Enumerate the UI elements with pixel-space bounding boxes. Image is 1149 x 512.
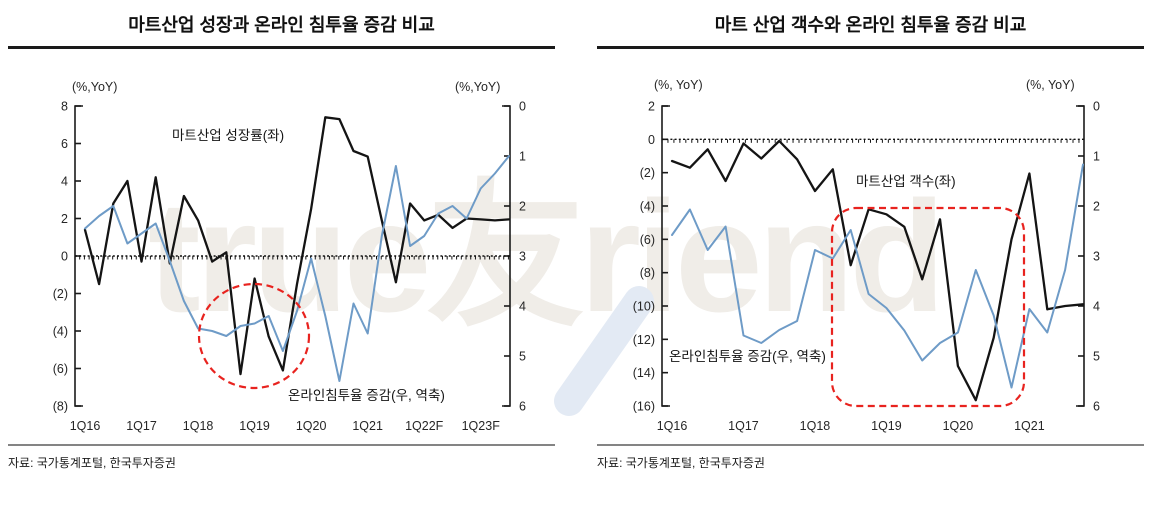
x-axis-label: 1Q17 (728, 419, 759, 433)
right-axis-tick-label: 3 (1093, 249, 1100, 263)
x-axis-label: 1Q22F (405, 419, 444, 433)
right-axis-tick-label: 1 (519, 149, 526, 163)
line-chart-mart-traffic-vs-online-penetration: 2 0 (2) (4) (6) (8) (10) (12) (14) (16) 0 1 2 3 4 5 6 1Q1… (597, 78, 1144, 446)
left-axis-tick-label: (2) (640, 166, 655, 180)
x-axis-label: 1Q19 (239, 419, 270, 433)
chart-panel-mart-growth: 마트산업 성장과 온라인 침투율 증감 비교 8 6 4 2 0 (2) (4) (6) (8)… (8, 2, 555, 471)
series-label: 마트산업 성장률(좌) (172, 128, 284, 143)
left-axis-tick-label: (8) (640, 266, 655, 280)
series-line-online-penetration (84, 154, 510, 382)
left-axis-tick-label: (16) (633, 399, 655, 413)
left-axis-tick-label: (8) (53, 399, 68, 413)
series-label: 온라인침투율 증감(우, 역축) (669, 349, 826, 364)
left-axis-tick-label: 0 (61, 249, 68, 263)
right-axis-tick-label: 2 (1093, 199, 1100, 213)
right-axis-tick-label: 3 (519, 249, 526, 263)
left-axis-tick-label: 2 (648, 99, 655, 113)
left-axis-tick-label: 4 (61, 174, 68, 188)
right-axis-tick-label: 4 (519, 299, 526, 313)
series-label: 온라인침투율 증감(우, 역축) (288, 388, 445, 403)
chart-title: 마트 산업 객수와 온라인 침투율 증감 비교 (714, 15, 1027, 35)
right-axis-unit: (%,YoY) (455, 80, 500, 94)
x-axis-label: 1Q23F (462, 419, 501, 433)
right-axis-tick-label: 1 (1093, 149, 1100, 163)
right-axis-tick-label: 5 (519, 349, 526, 363)
series-line-mart (670, 139, 1085, 401)
source-note: 자료: 국가통계포털, 한국투자증권 (8, 455, 176, 470)
x-axis-label: 1Q21 (1014, 419, 1045, 433)
right-axis-unit: (%, YoY) (1026, 78, 1075, 92)
right-axis-tick-label: 0 (519, 99, 526, 113)
left-axis-tick-label: 8 (61, 99, 68, 113)
left-axis-tick-label: (10) (633, 299, 655, 313)
right-axis-tick-label: 4 (1093, 299, 1100, 313)
series-line-online-penetration (671, 163, 1084, 388)
left-axis-tick-label: (14) (633, 366, 655, 380)
x-axis-label: 1Q18 (183, 419, 214, 433)
x-axis-label: 1Q17 (126, 419, 157, 433)
series-line-mart (83, 115, 511, 375)
chart-panel-mart-traffic: 마트 산업 객수와 온라인 침투율 증감 비교 2 0 (2) (4) (6) (8) (1… (597, 2, 1144, 471)
highlight-rect (830, 206, 1026, 407)
right-axis-tick-label: 2 (519, 199, 526, 213)
left-axis-tick-label: (4) (53, 324, 68, 338)
title-underline (8, 46, 555, 49)
x-axis-label: 1Q16 (70, 419, 101, 433)
x-axis-label: 1Q20 (943, 419, 974, 433)
series-label: 마트산업 객수(좌) (856, 174, 956, 189)
left-axis-tick-label: 6 (61, 137, 68, 151)
right-axis-tick-label: 6 (1093, 399, 1100, 413)
left-axis-tick-label: (4) (640, 199, 655, 213)
x-axis-label: 1Q19 (871, 419, 902, 433)
left-axis-tick-label: 2 (61, 212, 68, 226)
left-axis-tick-label: (6) (53, 362, 68, 376)
title-underline (597, 46, 1144, 49)
x-axis-label: 1Q18 (800, 419, 831, 433)
x-axis-label: 1Q21 (352, 419, 383, 433)
left-axis-tick-label: (12) (633, 332, 655, 346)
chart-title: 마트산업 성장과 온라인 침투율 증감 비교 (128, 15, 435, 35)
x-axis-label: 1Q16 (657, 419, 688, 433)
left-axis-tick-label: (6) (640, 232, 655, 246)
right-axis-tick-label: 5 (1093, 349, 1100, 363)
source-note: 자료: 국가통계포털, 한국투자증권 (597, 455, 765, 470)
left-axis-tick-label: (2) (53, 287, 68, 301)
right-axis-tick-label: 0 (1093, 99, 1100, 113)
left-axis-unit: (%,YoY) (72, 80, 117, 94)
right-axis-tick-label: 6 (519, 399, 526, 413)
x-axis-label: 1Q20 (296, 419, 327, 433)
left-axis-unit: (%, YoY) (654, 78, 703, 92)
line-chart-mart-growth-vs-online-penetration: 8 6 4 2 0 (2) (4) (6) (8) 0 1 2 3 4 5 6 1Q16 1Q17 1Q18 1Q19… (8, 80, 555, 446)
highlight-ellipse (197, 282, 311, 389)
left-axis-tick-label: 0 (648, 132, 655, 146)
